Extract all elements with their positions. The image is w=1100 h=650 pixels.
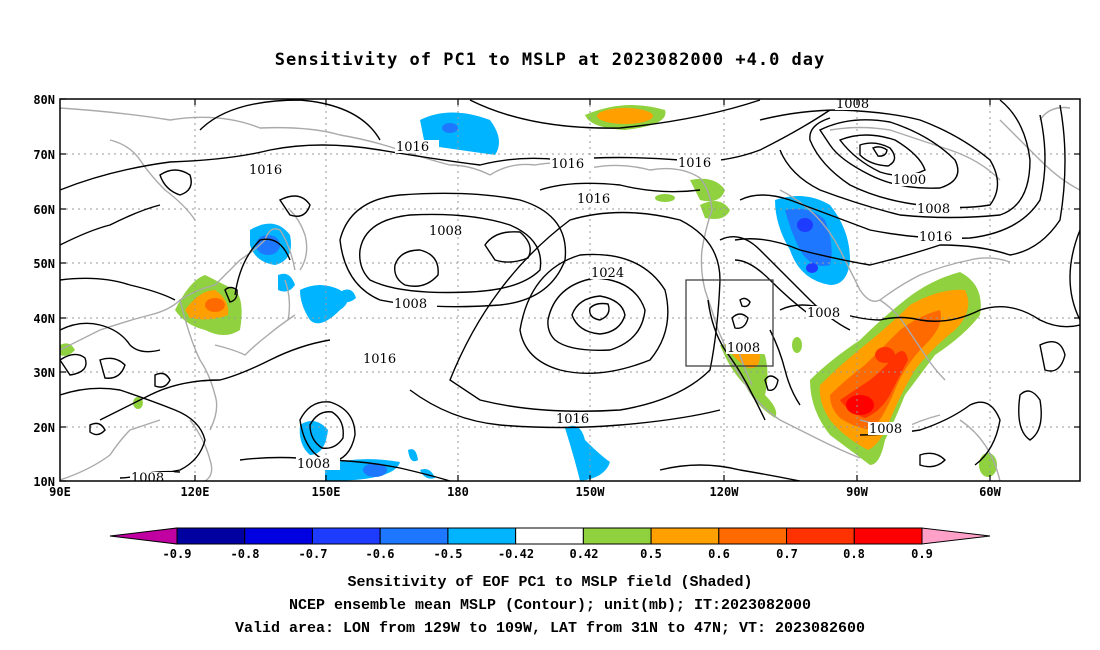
colorbar-segment — [718, 527, 788, 545]
pos-patch — [979, 453, 997, 477]
pos-patch — [597, 108, 653, 124]
colorbar-label: 0.5 — [640, 547, 662, 561]
colorbar-low-end — [109, 527, 178, 545]
colorbar-label: -0.6 — [366, 547, 395, 561]
contour-label: 1008 — [917, 202, 950, 217]
contour-label: 1024 — [591, 266, 624, 281]
colorbar-label: -0.7 — [299, 547, 328, 561]
colorbar-segment — [379, 527, 449, 545]
shaded-sensitivity — [60, 105, 997, 481]
lon-label: 120W — [710, 485, 740, 499]
contour-label: 1016 — [551, 157, 584, 172]
contour-labels: 1008 1016 1016 1016 1016 1000 1008 1016 … — [130, 97, 962, 486]
contour-label: 1008 — [727, 341, 760, 356]
neg-patch — [363, 463, 387, 477]
neg-patch — [806, 263, 818, 273]
colorbar-label: -0.9 — [163, 547, 192, 561]
contour-label: 1008 — [429, 224, 462, 239]
neg-patch — [300, 285, 348, 324]
lat-label: 50N — [33, 257, 55, 271]
neg-patch — [420, 112, 499, 155]
contour-label: 1016 — [577, 192, 610, 207]
map-frame — [59, 98, 1081, 482]
contour-label: 1016 — [919, 230, 952, 245]
caption-line-3: Valid area: LON from 129W to 109W, LAT f… — [234, 620, 866, 637]
contour-label: 1016 — [396, 140, 429, 155]
neg-patch — [797, 218, 813, 232]
colorbar-segment — [582, 527, 652, 545]
lon-label: 60W — [979, 485, 1001, 499]
pos-patch — [846, 395, 874, 415]
colorbar-segment — [244, 527, 313, 545]
neg-patch — [785, 208, 832, 266]
contour-label: 1016 — [556, 412, 589, 427]
neg-patch — [340, 289, 356, 303]
colorbar: -0.9 -0.8 -0.7 -0.6 -0.5 -0.42 0.42 0.5 … — [109, 527, 991, 561]
colorbar-segments — [176, 527, 923, 545]
pos-patch — [700, 201, 730, 219]
neg-patch — [565, 425, 610, 481]
colorbar-label: 0.9 — [911, 547, 933, 561]
colorbar-labels: -0.9 -0.8 -0.7 -0.6 -0.5 -0.42 0.42 0.5 … — [163, 547, 933, 561]
colorbar-segment — [853, 527, 923, 545]
lon-label: 150E — [312, 485, 341, 499]
tick-marks — [60, 98, 1080, 482]
contour-label: 1016 — [249, 163, 282, 178]
pos-patch — [205, 298, 225, 312]
map-panel: 1008 1016 1016 1016 1016 1000 1008 1016 … — [60, 97, 1080, 486]
lat-label: 30N — [33, 366, 55, 380]
lon-label: 150W — [576, 485, 606, 499]
colorbar-label: 0.7 — [776, 547, 798, 561]
longitude-labels: 90E 120E 150E 180 150W 120W 90W 60W — [49, 485, 1001, 499]
colorbar-label: -0.42 — [498, 547, 534, 561]
colorbar-label: 0.6 — [708, 547, 730, 561]
pos-patch — [875, 347, 895, 363]
lat-label: 60N — [33, 203, 55, 217]
pos-patch — [655, 194, 675, 202]
lat-label: 80N — [33, 93, 55, 107]
lon-label: 120E — [181, 485, 210, 499]
colorbar-segment — [176, 527, 246, 545]
colorbar-high-end — [921, 527, 991, 545]
contour-label: 1008 — [297, 457, 330, 472]
colorbar-segment — [515, 527, 584, 545]
caption-line-1: Sensitivity of EOF PC1 to MSLP field (Sh… — [347, 574, 753, 591]
colorbar-label: 0.42 — [570, 547, 599, 561]
pos-patch — [60, 343, 75, 356]
contour-label: 1008 — [807, 306, 840, 321]
valid-area-box — [685, 279, 774, 367]
lat-label: 40N — [33, 312, 55, 326]
pos-patch — [792, 337, 802, 353]
lat-label: 10N — [33, 475, 55, 489]
lat-label: 20N — [33, 421, 55, 435]
contour-label: 1008 — [131, 471, 164, 486]
colorbar-segment — [311, 527, 381, 545]
colorbar-label: -0.5 — [434, 547, 463, 561]
figure-title: Sensitivity of PC1 to MSLP at 2023082000… — [274, 50, 826, 70]
lon-label: 90E — [49, 485, 71, 499]
contour-label: 1000 — [893, 173, 926, 188]
colorbar-segment — [447, 527, 517, 545]
neg-patch — [408, 449, 418, 462]
lon-label: 90W — [846, 485, 868, 499]
caption-line-2: NCEP ensemble mean MSLP (Contour); unit(… — [288, 597, 812, 614]
colorbar-segment — [786, 527, 855, 545]
lat-label: 70N — [33, 148, 55, 162]
colorbar-label: -0.8 — [231, 547, 260, 561]
contour-label: 1008 — [394, 297, 427, 312]
contour-label: 1008 — [836, 97, 869, 112]
latitude-labels: 80N 70N 60N 50N 40N 30N 20N 10N — [33, 93, 55, 489]
contour-label: 1016 — [363, 352, 396, 367]
lon-label: 180 — [447, 485, 469, 499]
colorbar-label: 0.8 — [843, 547, 865, 561]
contour-label: 1016 — [678, 156, 711, 171]
contour-label: 1008 — [869, 422, 902, 437]
colorbar-segment — [650, 527, 720, 545]
neg-patch — [442, 123, 458, 133]
